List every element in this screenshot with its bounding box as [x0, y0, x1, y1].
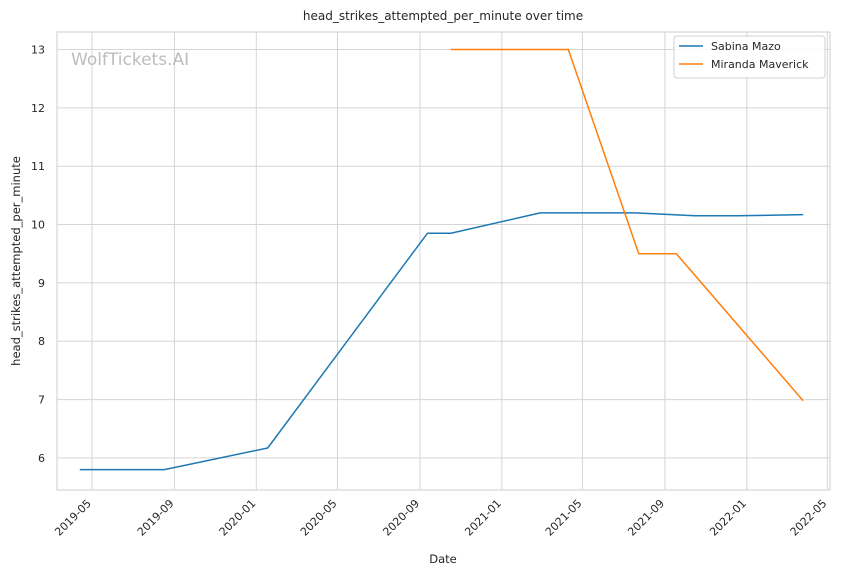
legend: Sabina Mazo Miranda Maverick: [673, 35, 826, 79]
x-tick-label: 2019-05: [52, 497, 94, 539]
x-tick-label: 2020-09: [380, 497, 422, 539]
watermark: WolfTickets.AI: [71, 50, 189, 70]
plot-area: [56, 31, 831, 491]
series-layer: [79, 48, 804, 471]
series-line-2: [450, 48, 804, 402]
y-tick-label: 7: [38, 394, 45, 407]
legend-box: [673, 35, 826, 79]
y-tick-label: 6: [38, 452, 45, 465]
x-tick-label: 2021-09: [625, 497, 667, 539]
chart-title: head_strikes_attempted_per_minute over t…: [303, 9, 583, 23]
y-tick-label: 11: [31, 160, 45, 173]
x-tick-label: 2020-05: [298, 497, 340, 539]
x-tick-label: 2020-01: [217, 497, 259, 539]
legend-label: Miranda Maverick: [711, 58, 809, 71]
x-tick-label: 2022-01: [707, 497, 749, 539]
x-axis-title: Date: [429, 552, 457, 566]
y-tick-label: 12: [31, 102, 45, 115]
y-axis-title: head_strikes_attempted_per_minute: [9, 156, 23, 366]
legend-label: Sabina Mazo: [711, 40, 781, 53]
y-tick-label: 13: [31, 44, 45, 57]
y-tick-label: 10: [31, 219, 45, 232]
y-tick-label: 9: [38, 277, 45, 290]
series-line-1: [79, 212, 804, 471]
y-tick-labels: 6 7 8 9 10 11 12 13: [31, 44, 45, 465]
x-tick-label: 2021-01: [462, 497, 504, 539]
x-tick-labels: 2019-05 2019-09 2020-01 2020-05 2020-09 2021-…: [52, 497, 829, 539]
x-tick-label: 2019-09: [135, 497, 177, 539]
y-tick-label: 8: [38, 335, 45, 348]
x-tick-label: 2021-05: [543, 497, 585, 539]
x-tick-label: 2022-05: [788, 497, 830, 539]
